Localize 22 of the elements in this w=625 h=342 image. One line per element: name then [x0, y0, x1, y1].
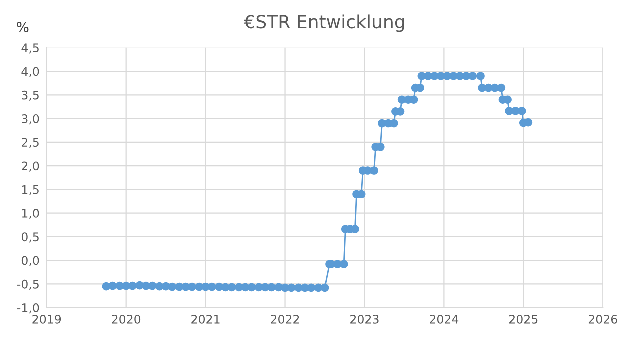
y-tick-label: 0,5 — [22, 232, 39, 243]
y-tick-label: -1,0 — [17, 304, 40, 314]
y-tick-label: 0,0 — [22, 256, 40, 266]
x-tick-label: 2025 — [510, 314, 538, 324]
y-axis-title: % — [17, 22, 29, 32]
x-tick-label: 2023 — [350, 314, 379, 324]
y-tick-label: 4,0 — [22, 67, 40, 78]
x-tick-label: 2019 — [32, 314, 62, 324]
y-tick-label: 2,5 — [22, 138, 39, 148]
x-tick-label: 2024 — [430, 314, 459, 324]
y-tick-label: 3,0 — [22, 114, 40, 125]
y-tick-label: 2,0 — [22, 162, 40, 172]
y-tick-label: 4,5 — [22, 44, 39, 54]
y-tick-label: 1,5 — [22, 186, 39, 196]
x-tick-label: 2022 — [271, 314, 300, 324]
y-tick-label: -0,5 — [17, 280, 39, 290]
y-tick-label: 1,0 — [22, 209, 40, 220]
x-tick-label: 2021 — [192, 314, 220, 324]
x-tick-label: 2026 — [588, 314, 618, 324]
x-tick-label: 2020 — [112, 314, 141, 324]
chart-title: €STR Entwicklung — [244, 14, 404, 32]
y-tick-label: 3,5 — [22, 90, 39, 101]
